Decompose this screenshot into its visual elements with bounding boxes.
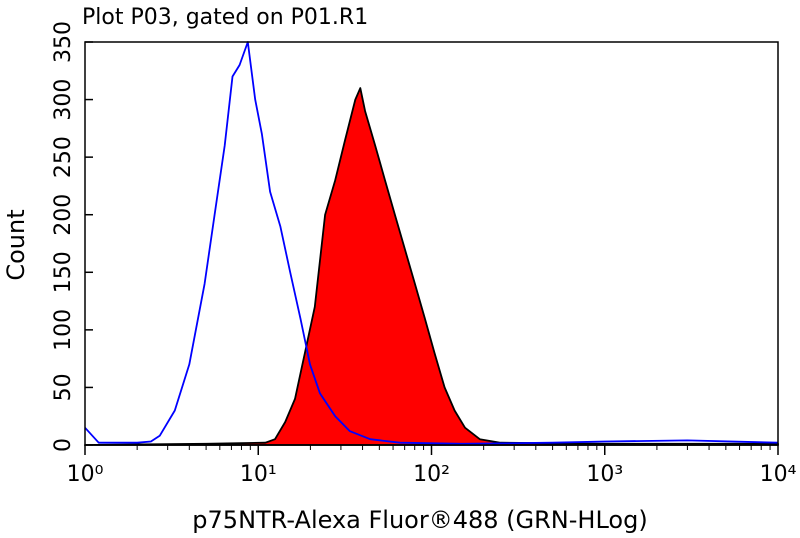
chart-title: Plot P03, gated on P01.R1 xyxy=(82,5,368,30)
y-tick-label: 50 xyxy=(51,373,76,401)
y-tick-label: 300 xyxy=(51,79,76,121)
y-tick-label: 100 xyxy=(51,309,76,351)
y-axis-label: Count xyxy=(2,209,30,280)
plot-area xyxy=(84,41,779,446)
x-tick-label: 10⁴ xyxy=(760,462,797,487)
x-tick-label: 10⁰ xyxy=(67,462,104,487)
x-tick-label: 10² xyxy=(413,462,450,487)
y-tick-label: 200 xyxy=(51,194,76,236)
histogram-curve xyxy=(84,87,779,446)
histogram-curve xyxy=(84,41,779,445)
y-tick-label: 150 xyxy=(51,251,76,293)
x-tick-label: 10³ xyxy=(586,462,623,487)
y-tick-label: 350 xyxy=(51,21,76,63)
x-axis-label: p75NTR-Alexa Fluor®488 (GRN-HLog) xyxy=(192,506,647,534)
y-tick-label: 0 xyxy=(51,438,76,452)
y-tick-label: 250 xyxy=(51,136,76,178)
x-tick-label: 10¹ xyxy=(240,462,277,487)
